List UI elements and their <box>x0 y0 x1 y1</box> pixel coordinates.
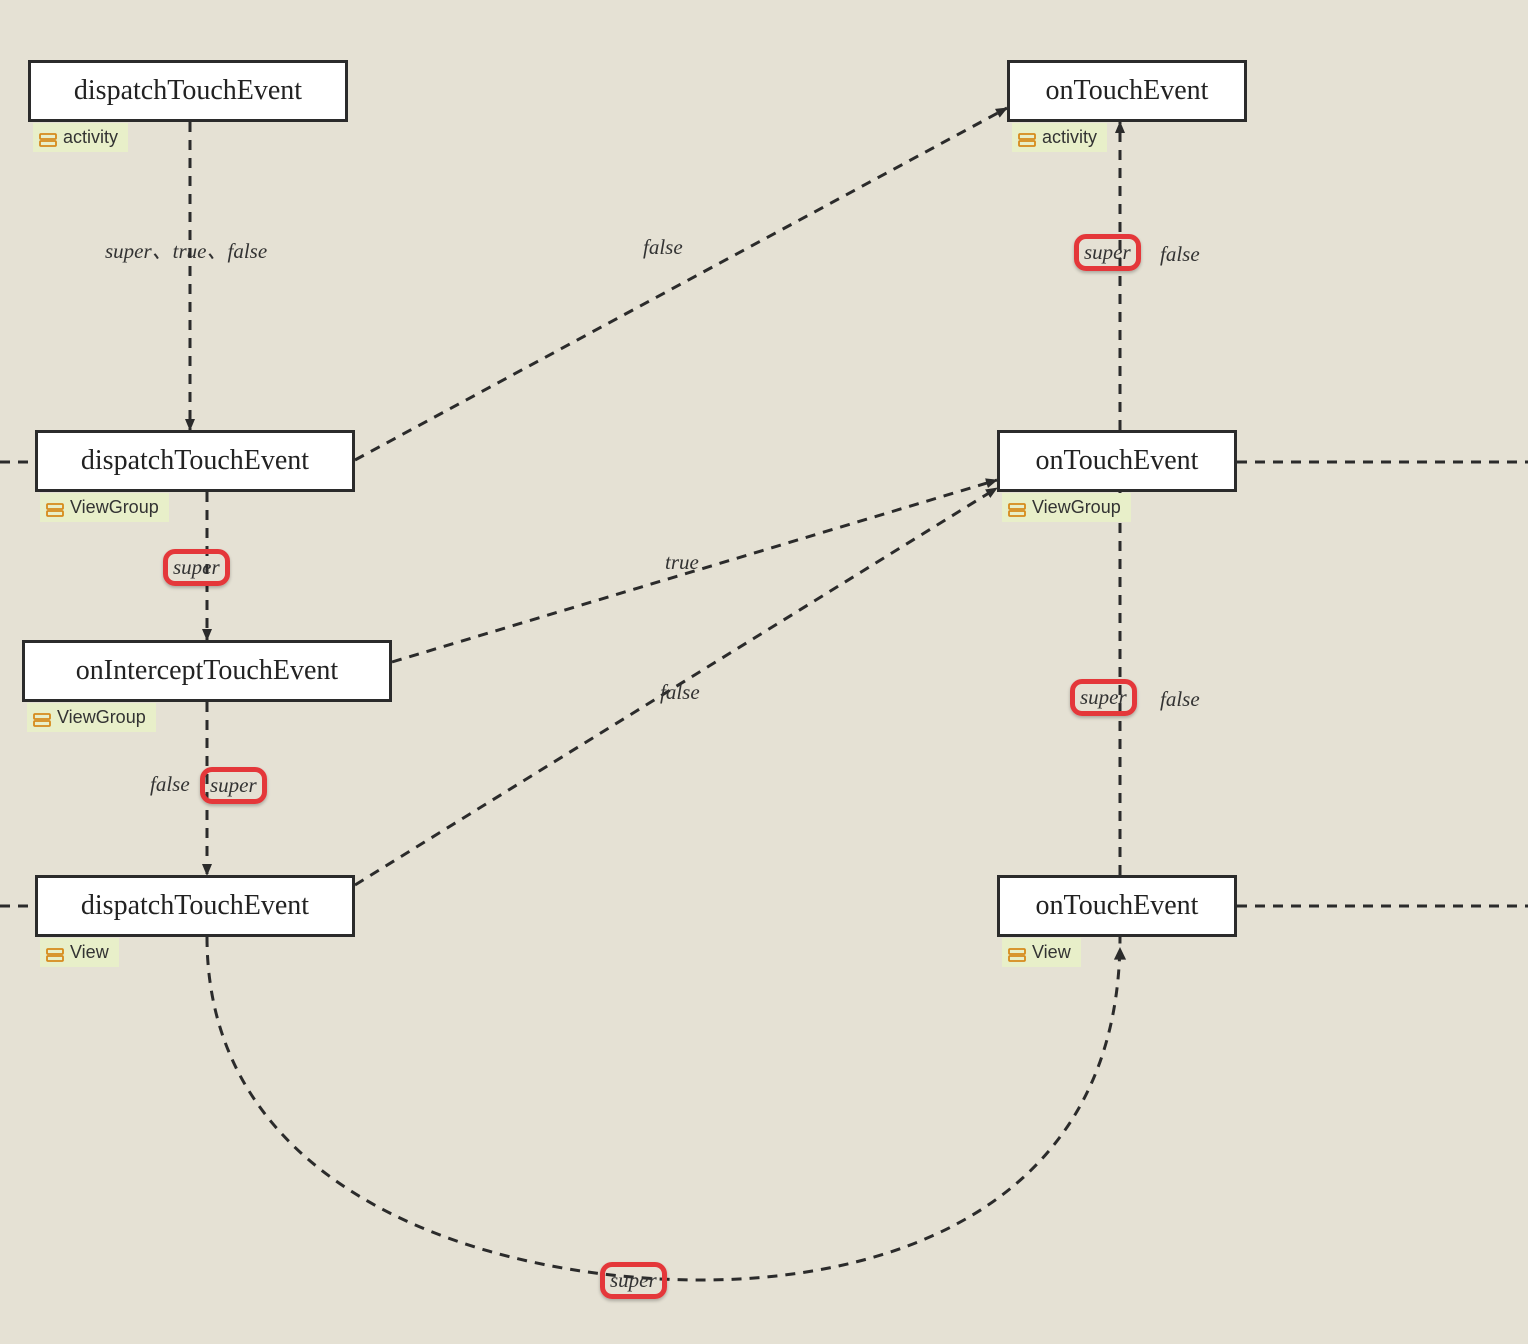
tag-viewgroup-1: ViewGroup <box>40 493 169 522</box>
class-icon <box>1008 946 1026 960</box>
tag-label: ViewGroup <box>1032 497 1121 518</box>
class-icon <box>39 131 57 145</box>
class-icon <box>1008 501 1026 515</box>
node-dispatch-view: dispatchTouchEvent <box>35 875 355 937</box>
tag-view-1: View <box>40 938 119 967</box>
extra-label-4: super <box>1080 685 1127 710</box>
node-ontouch-viewgroup: onTouchEvent <box>997 430 1237 492</box>
tag-label: ViewGroup <box>57 707 146 728</box>
edge-label-e5: true <box>665 550 699 575</box>
extra-label-3: super <box>210 773 257 798</box>
edge-label-e7: false <box>660 680 700 705</box>
class-icon <box>33 711 51 725</box>
tag-label: activity <box>63 127 118 148</box>
node-dispatch-viewgroup: dispatchTouchEvent <box>35 430 355 492</box>
tag-viewgroup-3: ViewGroup <box>27 703 156 732</box>
extra-label-6: super <box>610 1268 657 1293</box>
edge-e2 <box>355 108 1007 460</box>
class-icon <box>46 946 64 960</box>
tag-activity-1: activity <box>33 123 128 152</box>
node-ontouch-view: onTouchEvent <box>997 875 1237 937</box>
class-icon <box>46 501 64 515</box>
extra-label-1: false <box>1160 242 1200 267</box>
class-icon <box>1018 131 1036 145</box>
tag-label: View <box>1032 942 1071 963</box>
extra-label-2: super <box>173 555 220 580</box>
edge-label-e2: false <box>643 235 683 260</box>
tag-label: activity <box>1042 127 1097 148</box>
tag-label: ViewGroup <box>70 497 159 518</box>
extra-label-5: false <box>1160 687 1200 712</box>
node-ontouch-activity: onTouchEvent <box>1007 60 1247 122</box>
extra-label-0: super <box>1084 240 1131 265</box>
node-onintercept-viewgroup: onInterceptTouchEvent <box>22 640 392 702</box>
tag-activity-2: activity <box>1012 123 1107 152</box>
tag-label: View <box>70 942 109 963</box>
tag-viewgroup-2: ViewGroup <box>1002 493 1131 522</box>
node-dispatch-activity: dispatchTouchEvent <box>28 60 348 122</box>
edge-arrow-e9 <box>1114 947 1126 960</box>
edge-e9 <box>207 937 1120 1280</box>
tag-view-2: View <box>1002 938 1081 967</box>
edge-label-e1: super、true、false <box>105 235 267 265</box>
edge-label-e6: false <box>150 772 190 797</box>
